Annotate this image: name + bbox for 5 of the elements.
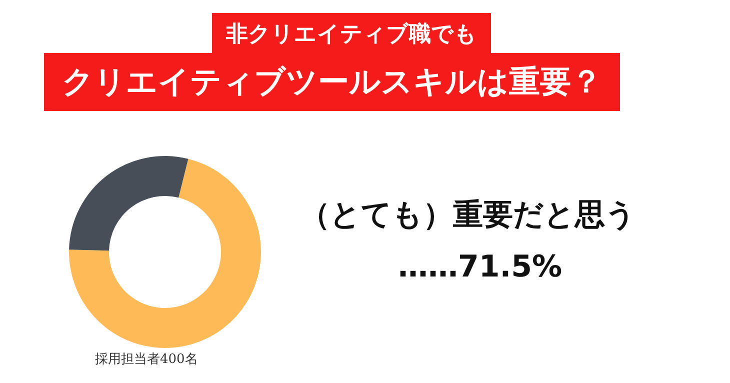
chart-title: クリエイティブツールスキルは重要？ bbox=[44, 53, 620, 111]
data-label: ……71.5% bbox=[398, 250, 562, 284]
chart-subtitle: 非クリエイティブ職でも bbox=[212, 13, 491, 55]
slice-label: （とても）重要だと思う bbox=[300, 198, 636, 232]
text: 採用担当者400名 bbox=[95, 352, 198, 367]
